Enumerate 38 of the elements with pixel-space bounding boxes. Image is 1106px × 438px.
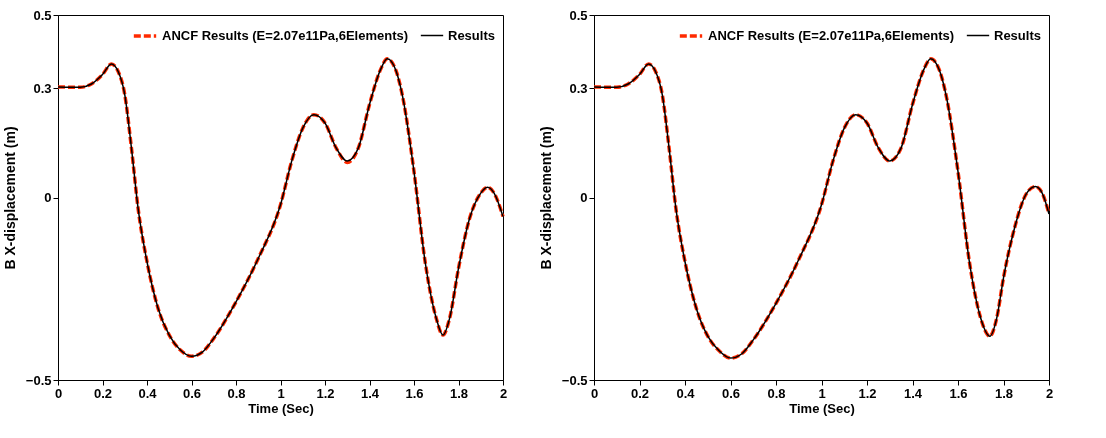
x-axis-title: Time (Sec) [248, 400, 314, 416]
y-tick-label: 0.5 [569, 7, 588, 23]
x-tick-label: 0.8 [767, 385, 786, 401]
y-axis-title: B X-displacement (m) [537, 126, 554, 270]
legend-label: Results [994, 27, 1041, 43]
legend-label: ANCF Results (E=2.07e11Pa,6Elements) [162, 28, 409, 43]
x-tick-label: 1.2 [316, 385, 335, 401]
x-tick-label: 2 [499, 385, 508, 401]
y-tick-label: 0.5 [33, 7, 52, 23]
x-axis-title: Time (Sec) [789, 400, 855, 416]
x-tick-label: 0.6 [182, 385, 202, 401]
y-tick-label: −0.5 [25, 372, 52, 388]
y-axis-title: B X-displacement (m) [1, 126, 18, 270]
x-tick-label: 1.8 [449, 385, 469, 401]
x-tick-label: 0.4 [138, 385, 158, 401]
x-tick-label: 2 [1045, 385, 1054, 401]
x-tick-label: 0.2 [630, 385, 650, 401]
x-tick-label: 0 [54, 385, 63, 401]
x-tick-label: 1.8 [994, 385, 1014, 401]
x-tick-label: 0.6 [721, 385, 741, 401]
y-tick-label: 0 [580, 190, 588, 205]
x-tick-label: 1.2 [858, 385, 877, 401]
x-tick-label: 0.8 [227, 385, 246, 401]
x-tick-label: 0.2 [93, 385, 113, 401]
y-tick-label: 0.3 [33, 80, 52, 96]
x-tick-label: 0 [590, 385, 599, 401]
y-tick-label: 0 [44, 190, 52, 205]
legend-label: ANCF Results (E=2.07e11Pa,6Elements) [708, 28, 955, 43]
x-tick-label: 1.4 [360, 385, 380, 401]
x-tick-label: 1.6 [405, 385, 424, 401]
y-tick-label: −0.5 [561, 372, 588, 388]
x-tick-label: 0.4 [676, 385, 696, 401]
y-tick-label: 0.3 [569, 80, 588, 96]
x-tick-label: 1 [277, 385, 285, 401]
legend-label: Results [448, 27, 495, 43]
x-tick-label: 1.6 [949, 385, 968, 401]
x-tick-label: 1.4 [903, 385, 923, 401]
x-tick-label: 1 [818, 385, 826, 401]
